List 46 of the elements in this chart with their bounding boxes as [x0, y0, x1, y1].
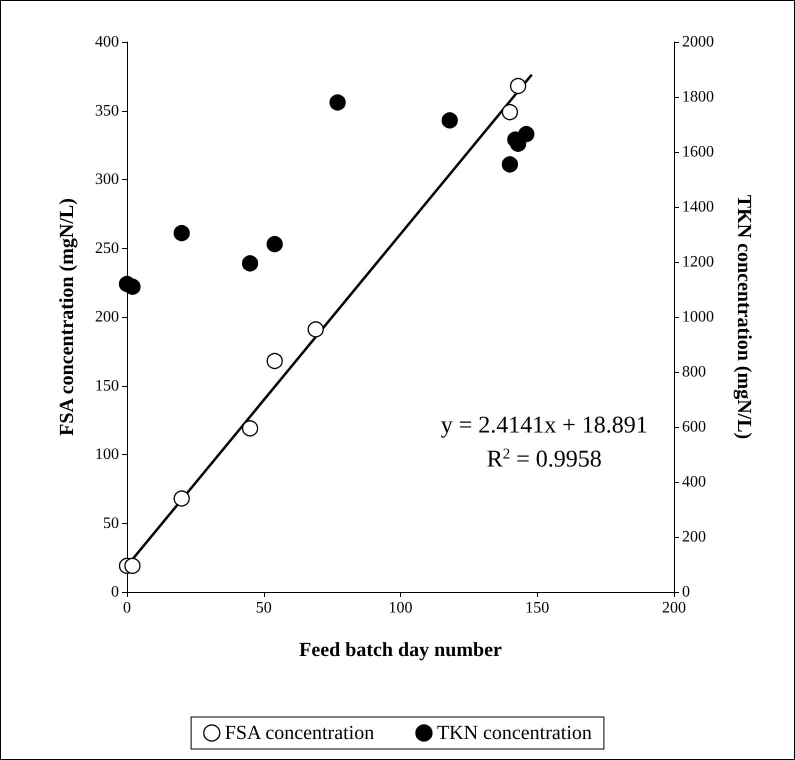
point	[242, 420, 258, 437]
point	[442, 112, 458, 129]
y2-tick-label: 0	[682, 584, 690, 600]
y-tick-label: 400	[95, 34, 119, 50]
y-tick-label: 150	[95, 377, 119, 394]
y-tick-label: 100	[95, 446, 119, 463]
x-tick-label: 50	[256, 600, 272, 616]
point	[510, 78, 526, 94]
legend-label: TKN concentration	[436, 722, 592, 744]
y-tick-label: 200	[95, 308, 119, 326]
y2-tick-label: 1000	[682, 308, 714, 326]
point	[502, 156, 518, 173]
y2-tick-label: 1600	[682, 144, 714, 160]
y2-tick-label: 1200	[682, 254, 714, 270]
point	[518, 126, 534, 142]
point	[502, 104, 518, 120]
x-axis-title: Feed batch day number	[299, 639, 502, 661]
point	[124, 278, 141, 295]
point	[174, 224, 190, 242]
point	[329, 94, 346, 111]
y2-axis-title: TKN concentration (mgN/L)	[733, 194, 755, 440]
y-tick-label: 250	[95, 240, 119, 257]
point	[174, 490, 190, 507]
x-tick-label: 200	[662, 600, 686, 616]
y2-tick-label: 400	[682, 474, 706, 490]
point	[266, 236, 283, 252]
point	[124, 558, 141, 574]
x-tick-label: 100	[388, 600, 412, 616]
y2-tick-label: 200	[682, 528, 706, 546]
y2-tick-label: 600	[682, 418, 706, 436]
point	[308, 321, 324, 338]
y2-tick-label: 1400	[682, 198, 714, 216]
y-tick-label: 350	[95, 102, 119, 120]
x-tick-label: 0	[123, 600, 131, 616]
y2-tick-label: 800	[682, 364, 706, 380]
y2-tick-label: 2000	[682, 34, 714, 50]
annotation: y = 2.4141x + 18.891	[440, 412, 648, 439]
point	[242, 255, 258, 272]
y-axis-title: FSA concentration (mgN/L)	[56, 198, 78, 436]
y-tick-label: 300	[95, 171, 119, 188]
point	[266, 352, 283, 370]
y-tick-label: 0	[111, 584, 119, 600]
x-tick-label: 150	[525, 600, 550, 616]
y-tick-label: 50	[103, 514, 119, 532]
y2-tick-label: 1800	[682, 88, 714, 106]
legend-label: FSA concentration	[224, 722, 374, 744]
